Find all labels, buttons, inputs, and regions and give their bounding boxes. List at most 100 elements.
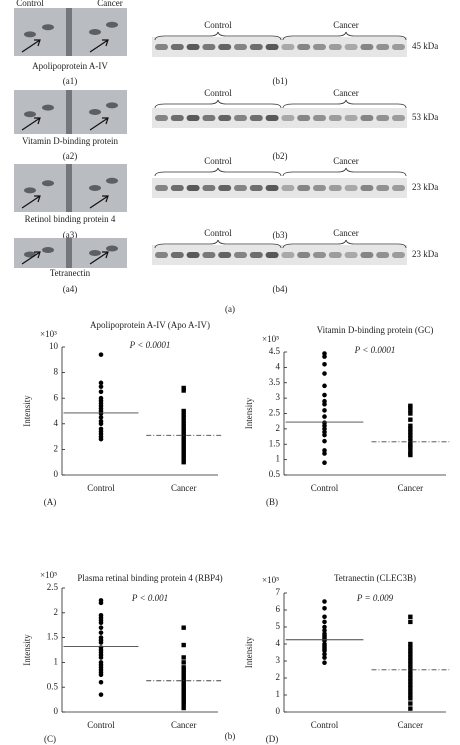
data-point — [98, 421, 104, 427]
data-point — [98, 640, 104, 645]
blot-label: Cancer — [333, 156, 358, 166]
data-point — [98, 600, 104, 606]
y-tick-label: 8 — [54, 367, 59, 377]
data-point — [322, 371, 327, 376]
blot-band — [155, 252, 168, 258]
data-point — [98, 436, 104, 442]
y-tick-label: 2 — [276, 672, 281, 682]
data-point — [181, 436, 186, 442]
y-multiplier: ×10⁵ — [262, 334, 279, 344]
y-tick-label: 2.5 — [47, 582, 59, 592]
data-point — [181, 385, 186, 391]
data-point — [181, 699, 186, 705]
blot-label: Control — [204, 228, 232, 238]
brace — [154, 99, 282, 109]
blot-band — [328, 252, 342, 258]
size-label: 45 kDa — [412, 41, 438, 51]
arrow — [21, 195, 41, 209]
data-point — [181, 625, 186, 630]
data-point — [408, 445, 413, 450]
data-point — [181, 694, 186, 700]
data-point — [181, 682, 186, 687]
data-point — [408, 619, 413, 625]
blot-band — [313, 185, 326, 191]
data-point — [181, 426, 186, 432]
data-point — [181, 424, 186, 429]
data-point — [322, 392, 327, 398]
y-axis-label: Intensity — [244, 636, 254, 668]
gel-spot — [89, 185, 101, 191]
data-point — [181, 408, 186, 414]
data-point — [98, 380, 104, 386]
data-point — [322, 362, 327, 367]
arrow — [89, 39, 109, 53]
data-point — [181, 439, 186, 444]
size-label: 53 kDa — [412, 112, 438, 122]
arrow — [89, 251, 109, 265]
data-point — [181, 670, 186, 675]
arrow — [21, 251, 41, 265]
data-point — [181, 412, 186, 418]
blot-label: Cancer — [333, 20, 358, 30]
blot-band — [392, 252, 405, 258]
data-point — [322, 401, 327, 407]
y-tick-label: 1 — [276, 689, 281, 699]
blot-band — [202, 252, 216, 258]
data-point — [181, 655, 186, 660]
y-axis-label: Intensity — [244, 397, 254, 429]
blot-band — [234, 185, 247, 191]
blot-band — [281, 252, 295, 258]
data-point — [322, 614, 327, 620]
data-point — [181, 452, 186, 457]
data-point — [181, 692, 186, 697]
annotation: P < 0.0001 — [354, 345, 396, 355]
data-point — [181, 449, 186, 455]
gel-spot — [42, 24, 54, 31]
image-label: Control — [16, 0, 44, 8]
gel-spot — [106, 21, 118, 28]
protein-label: Tetranectin — [50, 268, 91, 278]
annotation: P < 0.001 — [131, 593, 168, 603]
y-tick-label: 4 — [276, 638, 281, 648]
gel-spot — [106, 177, 118, 184]
blot-band — [313, 115, 326, 121]
panel-label: (b4) — [273, 284, 288, 294]
data-point — [408, 675, 413, 681]
blot-band — [344, 44, 358, 50]
data-point — [322, 606, 327, 611]
panel-label: (D) — [266, 734, 279, 744]
arrow — [21, 39, 41, 53]
data-point — [181, 675, 186, 680]
panel-label: (b1) — [273, 76, 288, 86]
data-point — [181, 447, 186, 452]
data-point — [181, 415, 186, 420]
data-point — [181, 660, 186, 665]
protein-label: Retinol binding protein 4 — [25, 214, 116, 224]
y-tick-label: 1 — [54, 656, 59, 666]
y-tick-label: 4 — [276, 361, 281, 371]
data-point — [181, 677, 186, 682]
data-point — [408, 658, 413, 664]
x-tick-label: Cancer — [398, 483, 423, 493]
blot-band — [297, 185, 311, 191]
data-point — [98, 672, 104, 678]
blot-band — [344, 252, 358, 258]
blot-band — [376, 115, 390, 121]
blot-band — [218, 252, 232, 258]
y-tick-label: 3 — [276, 392, 281, 402]
y-axis-label: Intensity — [22, 395, 32, 427]
data-point — [181, 419, 186, 424]
data-point — [181, 680, 186, 685]
panel-label: (A) — [44, 497, 57, 507]
data-point — [408, 665, 413, 670]
blot-band — [249, 115, 263, 121]
data-point — [181, 642, 186, 648]
blot-band — [186, 44, 200, 50]
brace — [282, 31, 407, 41]
blot-band — [297, 44, 311, 50]
y-tick-label: 2 — [54, 443, 59, 453]
protein-label: Apolipoprotein A-IV — [32, 61, 108, 71]
blot-band — [170, 252, 184, 258]
blot-band — [376, 252, 390, 258]
data-point — [181, 689, 186, 695]
